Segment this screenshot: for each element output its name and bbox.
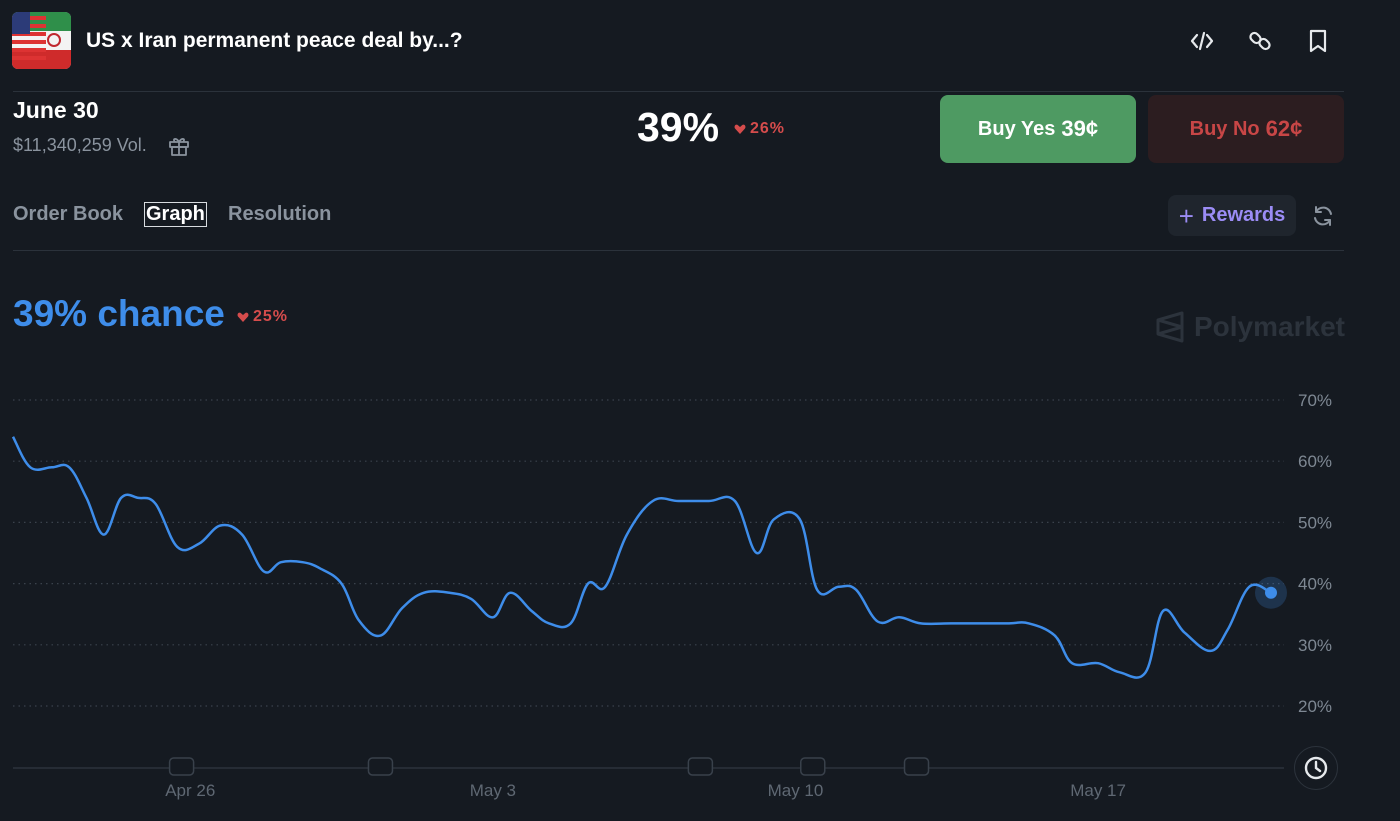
embed-icon[interactable] [1187, 26, 1217, 56]
event-marker[interactable] [367, 757, 394, 776]
buy-yes-price: 39¢ [1061, 116, 1099, 141]
probability-value: 39% [637, 104, 720, 150]
market-title: US x Iran permanent peace deal by...? [86, 29, 463, 52]
heart-down-icon [734, 124, 746, 134]
buy-yes-button[interactable]: Buy Yes 39¢ [940, 95, 1136, 163]
outcome-date: June 30 [13, 97, 99, 123]
volume-label: $11,340,259 Vol. [13, 135, 147, 155]
probability-change-value: 26% [750, 120, 786, 137]
bookmark-icon[interactable] [1303, 26, 1333, 56]
event-marker[interactable] [800, 757, 826, 776]
rewards-button[interactable]: + Rewards [1168, 195, 1296, 236]
clock-icon [1304, 756, 1328, 780]
market-image [12, 12, 71, 69]
x-tick-label: Apr 26 [165, 781, 215, 800]
y-tick-label: 30% [1298, 636, 1332, 655]
chance-change: 25% [237, 308, 288, 326]
tab-graph[interactable]: Graph [144, 202, 207, 227]
time-range-button[interactable] [1294, 746, 1338, 790]
y-tick-label: 50% [1298, 513, 1332, 532]
refresh-icon[interactable] [1311, 204, 1335, 228]
current-point [1265, 586, 1277, 599]
x-tick-label: May 17 [1070, 781, 1126, 800]
y-tick-label: 60% [1298, 452, 1332, 471]
buy-no-price: 62¢ [1265, 116, 1303, 141]
tab-order-book[interactable]: Order Book [13, 203, 124, 225]
rewards-label: Rewards [1201, 204, 1286, 226]
y-tick-label: 40% [1298, 575, 1332, 594]
gift-icon[interactable] [168, 135, 190, 157]
buy-no-label: Buy No [1189, 117, 1260, 140]
header-divider [13, 91, 1344, 92]
probability-change: 26% [734, 120, 785, 138]
y-tick-label: 20% [1298, 697, 1332, 716]
polymarket-watermark-label: Polymarket [1194, 311, 1345, 342]
polymarket-watermark: Polymarket [1154, 310, 1345, 344]
chance-label: 39% chance [13, 293, 225, 334]
plus-icon: + [1178, 200, 1194, 231]
tabs-divider [13, 250, 1344, 251]
chance-change-value: 25% [253, 308, 289, 325]
buy-yes-label: Buy Yes [977, 117, 1056, 140]
link-icon[interactable] [1245, 26, 1275, 56]
event-marker[interactable] [903, 757, 930, 776]
x-tick-label: May 3 [470, 781, 516, 800]
price-chart[interactable]: 70% 60% 50% 40% 30% 20% Apr 26 May 3 May 10 May 1… [0, 380, 1400, 821]
y-tick-label: 70% [1298, 391, 1332, 410]
x-tick-label: May 10 [768, 781, 824, 800]
heart-down-icon [237, 312, 249, 322]
tab-resolution[interactable]: Resolution [228, 203, 332, 225]
event-marker[interactable] [687, 757, 714, 776]
event-marker[interactable] [168, 757, 195, 776]
polymarket-logo-icon [1156, 311, 1184, 343]
price-line [11, 436, 1272, 679]
buy-no-button[interactable]: Buy No 62¢ [1148, 95, 1344, 163]
